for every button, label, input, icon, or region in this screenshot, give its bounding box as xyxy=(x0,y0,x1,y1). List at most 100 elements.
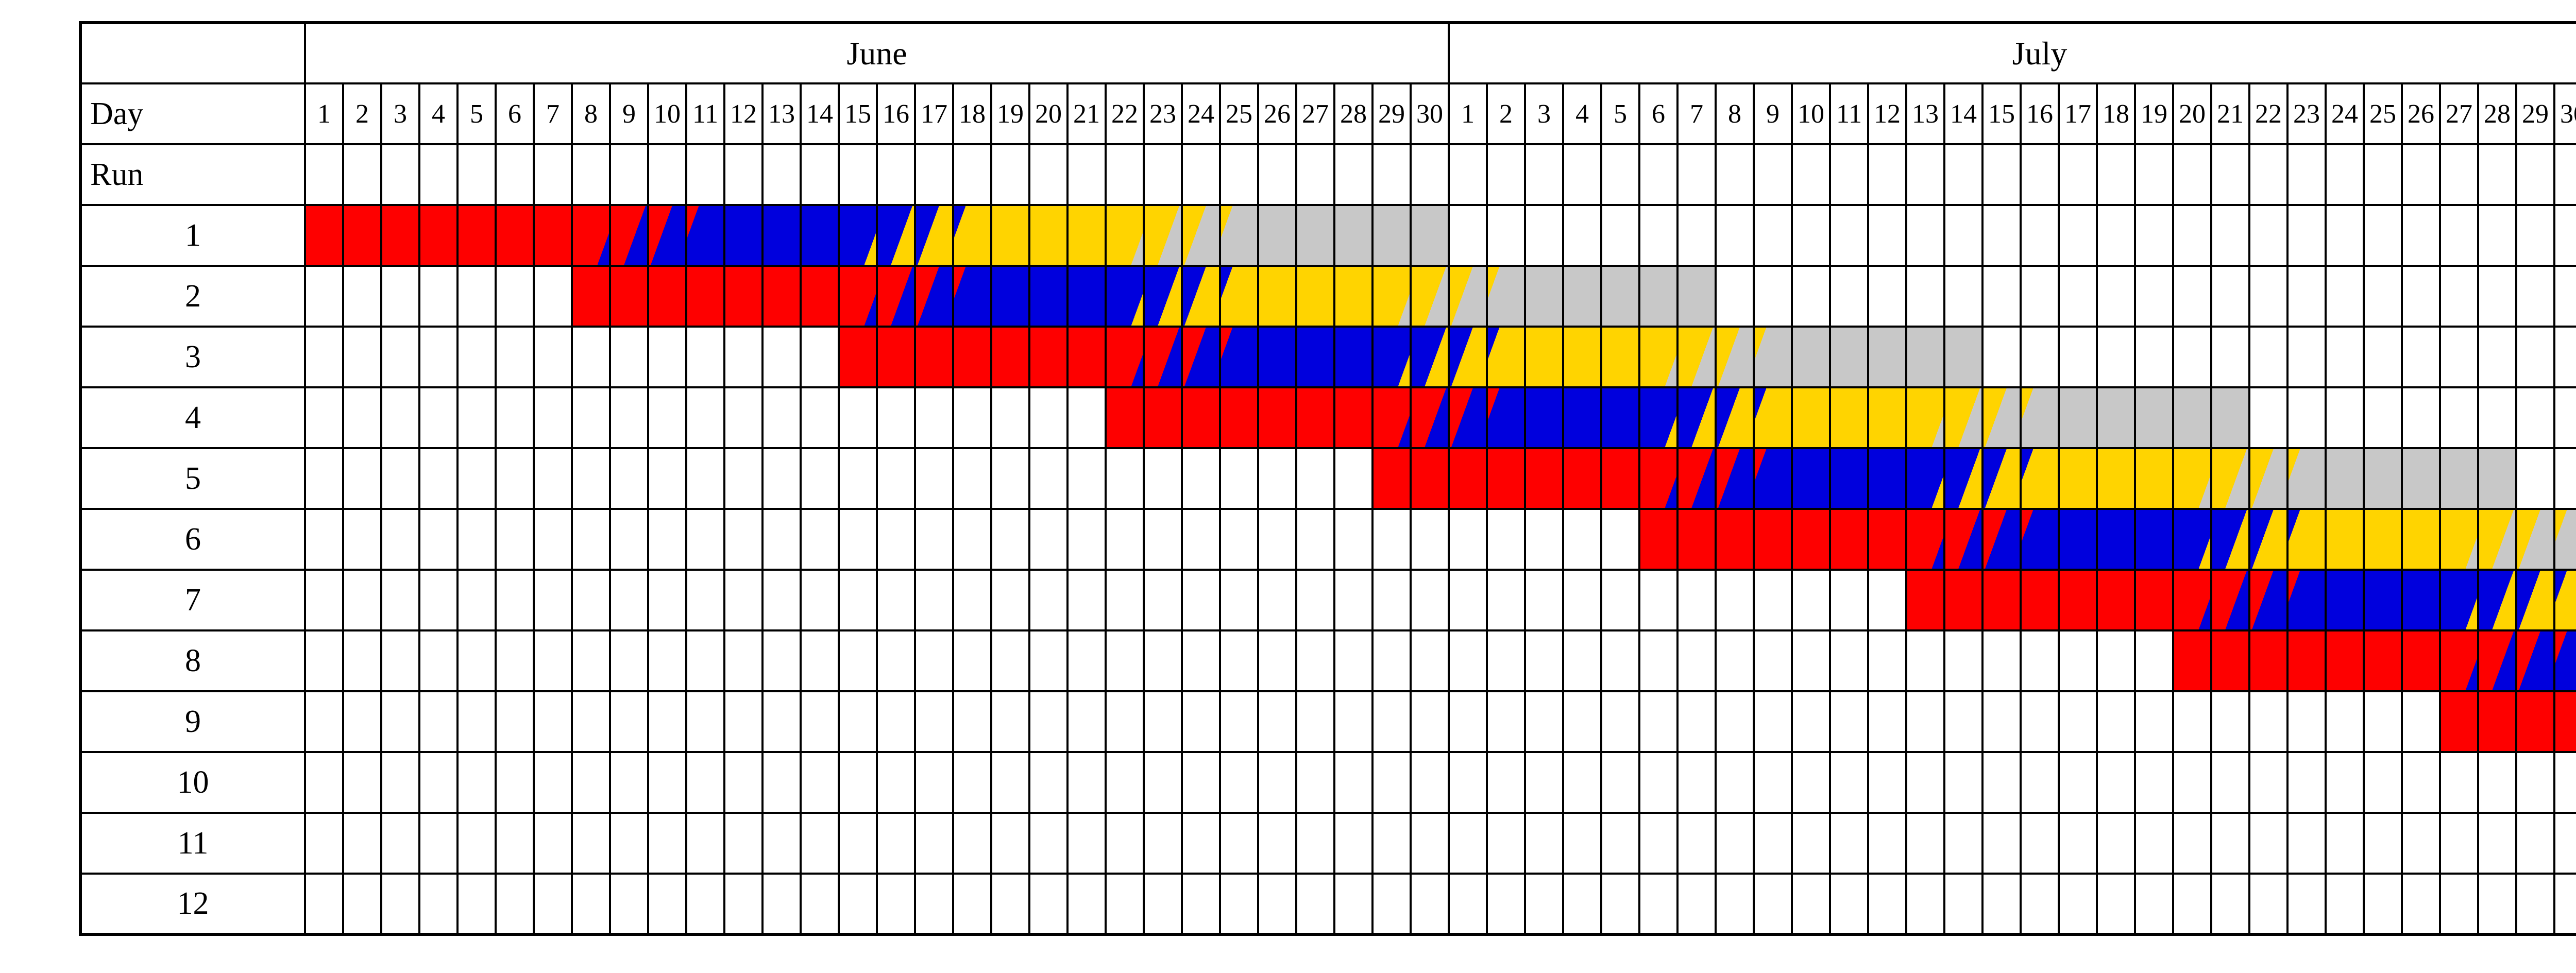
blend-cell xyxy=(876,204,916,267)
data-cell xyxy=(1943,326,1984,388)
run-label-3: 3 xyxy=(79,326,306,388)
empty-cell xyxy=(1638,751,1679,814)
data-cell xyxy=(1562,326,1602,388)
data-cell xyxy=(1943,569,1984,631)
empty-cell xyxy=(1638,629,1679,692)
empty-cell xyxy=(685,873,725,935)
empty-cell xyxy=(723,569,764,631)
day-number-cell: 23 xyxy=(1143,82,1183,145)
empty-cell xyxy=(1524,569,1564,631)
empty-cell xyxy=(456,690,497,753)
empty-cell xyxy=(1867,629,1907,692)
empty-cell xyxy=(609,873,649,935)
empty-cell xyxy=(418,386,459,449)
empty-cell xyxy=(2515,873,2555,935)
blend-cell xyxy=(1905,386,1945,449)
empty-cell xyxy=(1333,812,1374,875)
empty-cell xyxy=(1943,629,1984,692)
data-cell xyxy=(2058,447,2098,510)
data-cell xyxy=(495,204,535,267)
empty-cell xyxy=(800,629,840,692)
data-cell xyxy=(1257,265,1297,328)
blend-cell xyxy=(2210,447,2250,510)
empty-cell xyxy=(2210,143,2250,206)
blend-cell xyxy=(2515,508,2555,571)
data-cell xyxy=(838,326,878,388)
empty-cell xyxy=(2477,143,2517,206)
blend-cell xyxy=(1486,265,1526,328)
empty-cell xyxy=(1371,508,1412,571)
blend-cell xyxy=(1715,447,1755,510)
empty-cell xyxy=(723,629,764,692)
empty-cell xyxy=(1143,569,1183,631)
empty-cell xyxy=(1066,447,1107,510)
empty-cell xyxy=(304,690,344,753)
empty-cell xyxy=(990,629,1030,692)
empty-cell xyxy=(1066,569,1107,631)
empty-cell xyxy=(1562,873,1602,935)
empty-cell xyxy=(380,629,420,692)
empty-cell xyxy=(1295,873,1335,935)
empty-cell xyxy=(1753,812,1793,875)
empty-cell xyxy=(800,143,840,206)
empty-cell xyxy=(2020,873,2060,935)
data-cell xyxy=(1829,447,1869,510)
blend-cell xyxy=(2210,508,2250,571)
empty-cell xyxy=(761,873,802,935)
empty-cell xyxy=(1333,508,1374,571)
empty-cell xyxy=(2210,812,2250,875)
empty-cell xyxy=(571,812,611,875)
empty-cell xyxy=(1524,508,1564,571)
data-cell xyxy=(952,326,992,388)
empty-cell xyxy=(1791,265,1831,328)
empty-cell xyxy=(990,569,1030,631)
blend-cell xyxy=(2172,447,2212,510)
empty-cell xyxy=(2248,751,2289,814)
day-number-cell: 4 xyxy=(418,82,459,145)
empty-cell xyxy=(495,508,535,571)
data-cell xyxy=(1524,447,1564,510)
data-cell xyxy=(1257,386,1297,449)
empty-cell xyxy=(533,508,573,571)
run-label-5: 5 xyxy=(79,447,306,510)
empty-cell xyxy=(876,751,916,814)
blend-cell xyxy=(1676,447,1717,510)
blend-cell xyxy=(1638,447,1679,510)
empty-cell xyxy=(2248,873,2289,935)
blend-cell xyxy=(2286,569,2327,631)
empty-cell xyxy=(1410,569,1450,631)
empty-cell xyxy=(2553,386,2576,449)
empty-cell xyxy=(685,751,725,814)
empty-cell xyxy=(1600,873,1640,935)
data-cell xyxy=(1791,508,1831,571)
empty-cell xyxy=(380,447,420,510)
empty-cell xyxy=(2134,326,2174,388)
empty-cell xyxy=(609,386,649,449)
empty-cell xyxy=(304,447,344,510)
empty-cell xyxy=(1867,143,1907,206)
empty-cell xyxy=(380,265,420,328)
empty-cell xyxy=(2363,143,2403,206)
empty-cell xyxy=(723,386,764,449)
empty-cell xyxy=(1295,508,1335,571)
empty-cell xyxy=(1181,508,1221,571)
day-number-cell: 22 xyxy=(2248,82,2289,145)
empty-cell xyxy=(2096,873,2136,935)
empty-cell xyxy=(1791,873,1831,935)
empty-cell xyxy=(495,265,535,328)
empty-cell xyxy=(1753,265,1793,328)
empty-cell xyxy=(1143,751,1183,814)
data-cell xyxy=(2439,690,2479,753)
empty-cell xyxy=(1486,812,1526,875)
empty-cell xyxy=(2134,143,2174,206)
empty-cell xyxy=(1715,873,1755,935)
empty-cell xyxy=(952,690,992,753)
empty-cell xyxy=(1257,508,1297,571)
empty-cell xyxy=(1219,751,1259,814)
empty-cell xyxy=(418,873,459,935)
empty-cell xyxy=(1333,873,1374,935)
empty-cell xyxy=(1105,751,1145,814)
data-cell xyxy=(2210,386,2250,449)
empty-cell xyxy=(838,386,878,449)
data-cell xyxy=(304,204,344,267)
